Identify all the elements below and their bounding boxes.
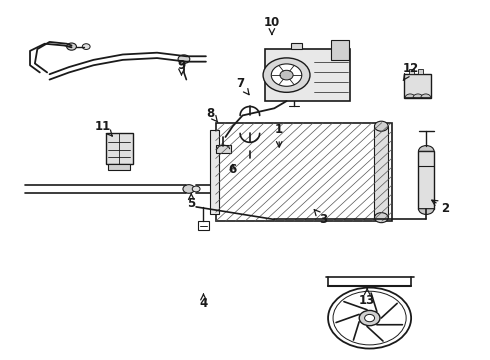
Bar <box>418 69 423 74</box>
Circle shape <box>280 70 293 80</box>
Circle shape <box>67 43 76 50</box>
Bar <box>418 151 434 209</box>
Circle shape <box>374 121 388 131</box>
Circle shape <box>82 44 90 49</box>
Text: 9: 9 <box>177 59 186 75</box>
Bar <box>292 42 302 49</box>
Wedge shape <box>413 94 423 98</box>
Bar <box>106 134 133 164</box>
Circle shape <box>333 291 406 345</box>
Circle shape <box>365 314 374 322</box>
Wedge shape <box>418 209 434 215</box>
Bar <box>197 221 209 230</box>
Text: 7: 7 <box>236 77 249 95</box>
Bar <box>404 74 431 98</box>
Bar <box>216 123 392 221</box>
Wedge shape <box>418 145 434 151</box>
Text: 4: 4 <box>199 294 208 310</box>
Circle shape <box>263 58 310 92</box>
Circle shape <box>374 213 388 223</box>
Text: 13: 13 <box>359 288 375 307</box>
Text: 8: 8 <box>207 107 218 122</box>
Circle shape <box>183 185 195 193</box>
Text: 11: 11 <box>95 120 112 136</box>
Circle shape <box>192 186 200 192</box>
Bar <box>265 49 350 101</box>
Text: 5: 5 <box>187 194 196 210</box>
Wedge shape <box>405 94 415 98</box>
Bar <box>108 164 130 170</box>
Text: 10: 10 <box>264 16 280 35</box>
Bar <box>216 145 231 153</box>
Bar <box>374 126 388 218</box>
Text: 6: 6 <box>229 163 237 176</box>
Text: 12: 12 <box>403 62 419 80</box>
Text: 3: 3 <box>314 210 327 226</box>
Circle shape <box>271 64 302 86</box>
Bar <box>409 69 414 74</box>
Circle shape <box>328 288 411 348</box>
Text: 1: 1 <box>275 123 283 147</box>
Text: 2: 2 <box>432 200 449 215</box>
Bar <box>331 40 349 60</box>
Circle shape <box>178 55 190 63</box>
Circle shape <box>359 310 380 326</box>
Bar <box>210 130 219 214</box>
Wedge shape <box>421 94 431 98</box>
